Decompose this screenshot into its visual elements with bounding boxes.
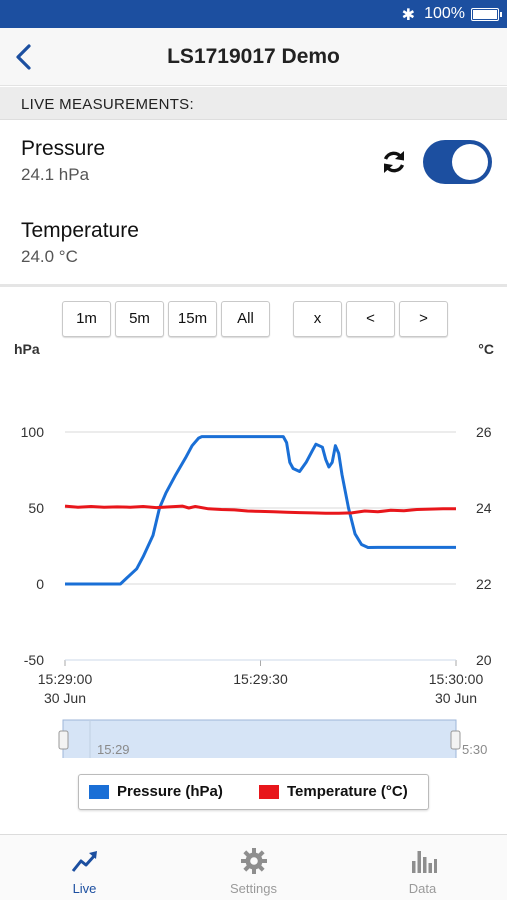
tab-bar: Live Settings [0, 834, 507, 900]
tab-settings[interactable]: Settings [169, 835, 338, 901]
tab-live[interactable]: Live [0, 835, 169, 901]
pressure-legend-label: Pressure (hPa) [117, 783, 223, 800]
range-5m-button[interactable]: 5m [115, 301, 164, 337]
tab-live-label: Live [72, 881, 97, 896]
refresh-button[interactable] [380, 148, 408, 176]
y-left-tick-label: 100 [21, 424, 45, 440]
x-tick-label: 15:30:00 [429, 671, 484, 687]
overview-handle-left [58, 730, 69, 750]
tab-data-label: Data [408, 881, 437, 896]
pressure-measurement: Pressure 24.1 hPa [21, 137, 105, 185]
section-header: LIVE MEASUREMENTS: [0, 87, 507, 120]
overview-handle-right [450, 730, 461, 750]
bar-chart-icon [412, 851, 437, 873]
status-bar: ✱ 100% [0, 0, 507, 28]
y-right-tick-label: 20 [476, 652, 492, 668]
range-15m-button[interactable]: 15m [168, 301, 217, 337]
temperature-value: 24.0 °C [21, 247, 78, 266]
tab-settings-label: Settings [230, 881, 277, 896]
y-left-tick-label: -50 [24, 652, 44, 668]
back-button[interactable] [12, 42, 36, 72]
range-all-button[interactable]: All [221, 301, 270, 337]
overview-end-label: 5:30 [462, 742, 487, 757]
y-left-tick-label: 0 [36, 576, 44, 592]
x-tick-label: 15:29:00 [38, 671, 93, 687]
chart-legend: Pressure (hPa) Temperature (°C) [78, 774, 429, 810]
y-axis-left-title: hPa [14, 341, 40, 357]
reset-zoom-button[interactable]: x [293, 301, 342, 337]
y-right-tick-label: 22 [476, 576, 492, 592]
measurement-chart[interactable]: 15:29 5:30 hPa °C 100 26 50 24 0 22 -50 20 15:29:00… [0, 338, 507, 758]
series-line-pressure [65, 435, 456, 586]
pressure-legend-swatch [89, 785, 109, 799]
trend-icon [71, 851, 97, 872]
chevron-left-icon [16, 44, 31, 70]
pressure-label: Pressure [21, 137, 106, 160]
y-right-tick-label: 26 [476, 424, 492, 440]
x-tick-date-label: 30 Jun [44, 690, 86, 706]
live-toggle[interactable] [423, 140, 492, 184]
nav-bar: LS1719017 Demo [0, 28, 507, 86]
divider [0, 284, 507, 287]
bluetooth-icon: ✱ [401, 7, 415, 24]
gear-icon [241, 848, 267, 874]
battery-percent: 100% [424, 5, 465, 22]
temperature-legend-label: Temperature (°C) [287, 783, 408, 800]
temperature-measurement: Temperature 24.0 °C [21, 219, 139, 267]
toggle-knob [452, 144, 488, 180]
y-right-tick-label: 24 [476, 500, 492, 516]
y-left-tick-label: 50 [28, 500, 44, 516]
battery-icon [471, 8, 502, 21]
overview-start-label: 15:29 [97, 742, 130, 757]
range-1m-button[interactable]: 1m [62, 301, 111, 337]
overview-navigator: 15:29 5:30 [58, 719, 487, 758]
temperature-label: Temperature [21, 219, 139, 242]
x-tick-date-label: 30 Jun [435, 690, 477, 706]
scroll-forward-button[interactable]: > [399, 301, 448, 337]
tab-data[interactable]: Data [338, 835, 507, 901]
y-axis-right-title: °C [478, 341, 494, 357]
scroll-back-button[interactable]: < [346, 301, 395, 337]
x-tick-label: 15:29:30 [233, 671, 288, 687]
section-title: LIVE MEASUREMENTS: [21, 96, 194, 113]
page-title: LS1719017 Demo [167, 45, 340, 68]
series-line-temperature [64, 504, 456, 515]
temperature-legend-swatch [259, 785, 279, 799]
chart-series [64, 435, 456, 586]
pressure-value: 24.1 hPa [21, 165, 90, 184]
refresh-icon [383, 151, 405, 173]
chart-axes: hPa °C 100 26 50 24 0 22 -50 20 15:29:00 30 Jun 15:2… [14, 341, 494, 706]
